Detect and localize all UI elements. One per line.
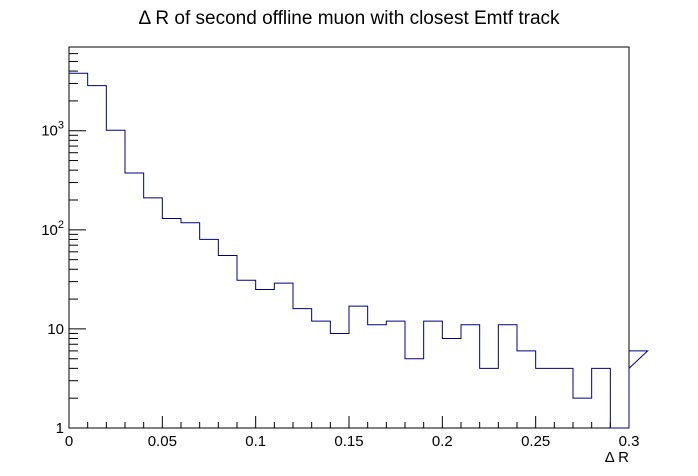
x-tick-label: 0.25 <box>521 433 550 450</box>
y-axis: 1 10 102 103 <box>41 46 86 437</box>
y-tick-label: 102 <box>41 219 64 239</box>
plot-frame <box>68 46 630 429</box>
plot-area-border <box>68 46 630 429</box>
y-tick-label: 103 <box>41 120 64 140</box>
x-tick-label: 0.3 <box>619 433 640 450</box>
x-tick-label: 0.1 <box>245 433 266 450</box>
x-axis-label: Δ R <box>605 449 629 466</box>
y-tick-label: 1 <box>56 420 64 437</box>
x-tick-label: 0.15 <box>334 433 363 450</box>
chart-title: Δ R of second offline muon with closest … <box>138 8 560 29</box>
x-tick-label: 0 <box>65 433 73 450</box>
x-tick-label: 0.2 <box>432 433 453 450</box>
x-axis: 0 0.05 0.1 0.15 0.2 0.25 0.3 <box>65 416 640 450</box>
histogram-line <box>69 72 649 429</box>
y-tick-label: 10 <box>47 321 64 338</box>
x-tick-label: 0.05 <box>148 433 177 450</box>
